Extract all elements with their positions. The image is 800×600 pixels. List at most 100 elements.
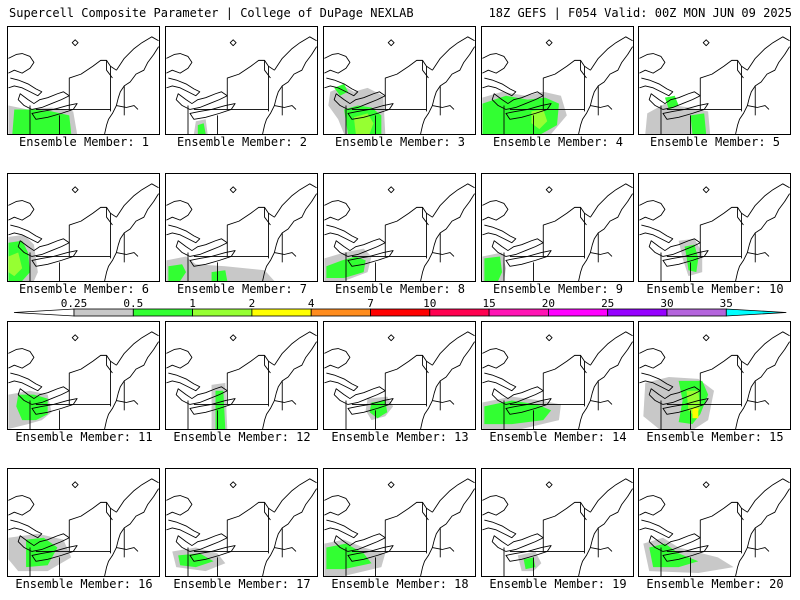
scp-contour-fill	[664, 95, 679, 110]
ensemble-map-panel	[638, 321, 791, 430]
colorbar-tick-label: 4	[307, 297, 315, 310]
state-boundaries	[8, 478, 159, 576]
ensemble-member-label: Ensemble Member: 5	[649, 135, 781, 149]
state-boundaries	[8, 36, 159, 134]
ensemble-map-panel	[165, 321, 318, 430]
ensemble-member-label: Ensemble Member: 15	[646, 430, 784, 444]
ensemble-member-label: Ensemble Member: 18	[331, 577, 469, 591]
model-run-info: 18Z GEFS | F054 Valid: 00Z MON JUN 09 20…	[488, 6, 792, 20]
scp-contour-fill	[168, 264, 187, 281]
colorbar-tick-label: 1	[189, 297, 196, 310]
northeast-us-map	[482, 478, 633, 576]
scp-contour-fill	[684, 244, 699, 273]
scp-contour-fill	[649, 543, 699, 568]
northeast-us-map	[639, 36, 790, 134]
colorbar-tick-label: 30	[660, 297, 674, 310]
northeast-us-map	[166, 331, 317, 429]
ensemble-map-panel	[7, 468, 160, 577]
colorbar-segment	[73, 308, 134, 317]
ensemble-member-label: Ensemble Member: 6	[18, 282, 150, 296]
ensemble-map-panel	[481, 26, 634, 135]
ensemble-member-label: Ensemble Member: 20	[646, 577, 784, 591]
northeast-us-map	[482, 36, 633, 134]
colorbar-tick-label: 10	[423, 297, 437, 310]
ensemble-member-label: Ensemble Member: 2	[176, 135, 308, 149]
ensemble-map-panel	[638, 468, 791, 577]
northeast-us-map	[639, 478, 790, 576]
northeast-us-map	[8, 183, 159, 281]
scp-contour-fill	[178, 553, 214, 568]
scp-contour-fill	[211, 270, 228, 281]
ensemble-member-label: Ensemble Member: 13	[331, 430, 469, 444]
state-boundaries	[166, 36, 317, 134]
state-boundaries	[324, 478, 475, 576]
scp-contour-fill	[369, 400, 388, 419]
scp-contour-fill	[531, 109, 548, 130]
colorbar-segment	[429, 308, 490, 317]
ensemble-map-panel	[638, 173, 791, 282]
ensemble-member-label: Ensemble Member: 9	[492, 282, 624, 296]
colorbar-tick-label: 2	[248, 297, 256, 310]
scp-contour-fill	[12, 109, 72, 134]
ensemble-member-label: Ensemble Member: 19	[489, 577, 627, 591]
northeast-us-map	[639, 183, 790, 281]
ensemble-map-panel	[481, 321, 634, 430]
state-boundaries	[166, 478, 317, 576]
colorbar-segment	[192, 308, 253, 317]
state-boundaries	[482, 36, 633, 134]
scp-contour-fill	[215, 390, 226, 429]
northeast-us-map	[166, 478, 317, 576]
ensemble-member-label: Ensemble Member: 17	[173, 577, 311, 591]
ensemble-map-panel	[638, 26, 791, 135]
ensemble-map-panel	[481, 468, 634, 577]
state-boundaries	[482, 331, 633, 429]
ensemble-map-panel	[323, 468, 476, 577]
northeast-us-map	[8, 36, 159, 134]
ensemble-map-panel	[165, 26, 318, 135]
colorbar-segment	[607, 308, 668, 317]
colorbar-tick-label: 20	[541, 297, 556, 310]
ensemble-map-panel	[323, 321, 476, 430]
state-boundaries	[639, 183, 790, 281]
state-boundaries	[324, 183, 475, 281]
colorbar-segment	[370, 308, 431, 317]
colorbar: 0.25 0.5 1 2 4 7 10 15 20 25 30 35	[0, 297, 800, 319]
colorbar-segment	[725, 308, 787, 317]
colorbar-tick-label: 0.5	[123, 297, 144, 310]
ensemble-map-panel	[7, 26, 160, 135]
colorbar-segment	[132, 308, 194, 317]
state-boundaries	[324, 36, 475, 134]
scp-contour-fill	[484, 256, 503, 281]
ensemble-member-label: Ensemble Member: 16	[15, 577, 153, 591]
colorbar-tick-label: 15	[482, 297, 496, 310]
colorbar-tick-label: 25	[601, 297, 615, 310]
state-boundaries	[8, 331, 159, 429]
ensemble-member-label: Ensemble Member: 3	[334, 135, 466, 149]
ensemble-map-panel	[323, 26, 476, 135]
ensemble-member-label: Ensemble Member: 14	[489, 430, 627, 444]
map-title: Supercell Composite Parameter | College …	[9, 6, 414, 20]
northeast-us-map	[324, 36, 475, 134]
state-boundaries	[8, 183, 159, 281]
scp-contour-fill	[8, 252, 23, 277]
state-boundaries	[166, 331, 317, 429]
ensemble-member-label: Ensemble Member: 4	[492, 135, 624, 149]
ensemble-map-panel	[165, 173, 318, 282]
northeast-us-map	[324, 183, 475, 281]
colorbar-segment	[666, 308, 727, 317]
northeast-us-map	[8, 478, 159, 576]
state-boundaries	[639, 331, 790, 429]
state-boundaries	[639, 36, 790, 134]
scp-contour-fill	[197, 123, 206, 134]
ensemble-member-label: Ensemble Member: 12	[173, 430, 311, 444]
ensemble-map-panel	[7, 321, 160, 430]
ensemble-member-label: Ensemble Member: 8	[334, 282, 466, 296]
scp-contour-fill	[16, 394, 48, 421]
northeast-us-map	[8, 331, 159, 429]
northeast-us-map	[324, 478, 475, 576]
state-boundaries	[482, 478, 633, 576]
scp-contour-fill	[166, 256, 275, 281]
colorbar-segment	[251, 308, 312, 317]
colorbar-segment	[310, 308, 371, 317]
scp-contour-fill	[690, 113, 707, 134]
